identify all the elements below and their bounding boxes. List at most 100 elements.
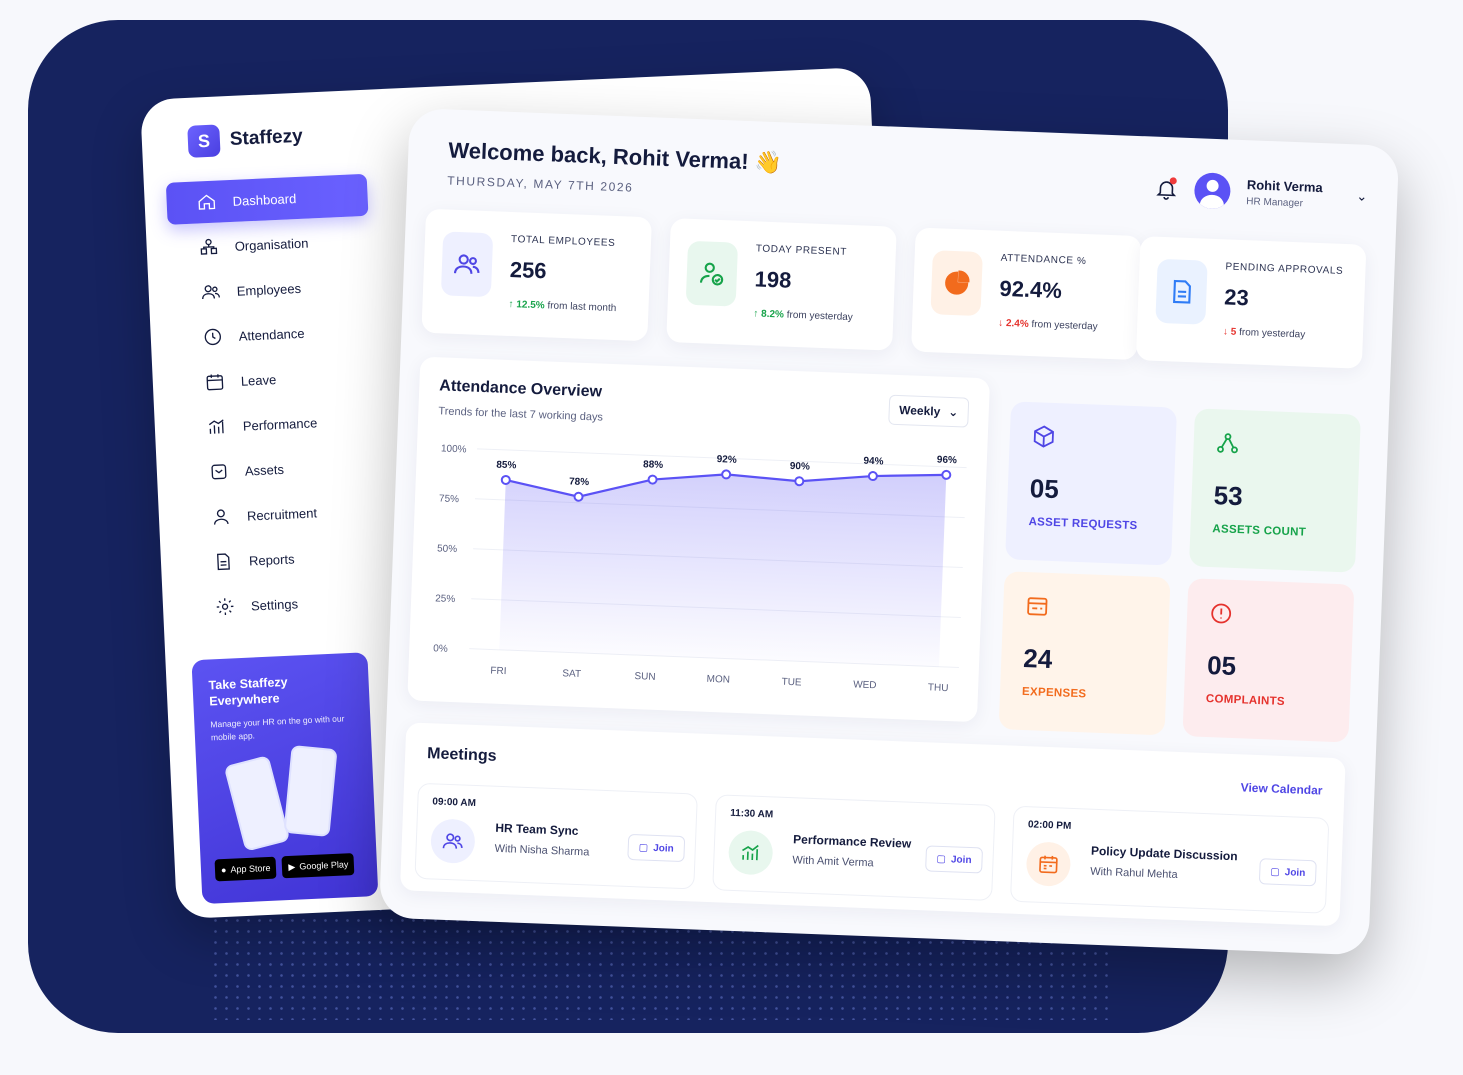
join-button[interactable]: ▢ Join [1258,858,1317,887]
video-icon: ▢ [936,853,947,865]
attendance-chart: 100% 75% 50% 25% 0% 85% FRI 78% SAT 88% SUN 92% MON 9… [433,443,967,694]
y-tick-label: 100% [441,443,467,455]
sidebar-item-attendance[interactable]: Attendance [172,309,375,360]
x-tick-label: SAT [562,668,581,680]
google-play-button[interactable]: ▶ Google Play [281,853,355,879]
alert-icon [1211,603,1232,624]
sidebar-item-leave[interactable]: Leave [174,354,377,405]
brand[interactable]: S Staffezy [187,118,365,158]
stat-label: PENDING APPROVALS [1225,261,1344,277]
clock-icon [204,328,221,346]
stat-label: ATTENDANCE % [1000,252,1087,268]
sidebar-item-settings[interactable]: Settings [184,578,387,629]
sidebar-item-label: Recruitment [246,504,318,524]
meetings-title: Meetings [426,745,497,765]
tile-assets-count[interactable]: 53 ASSETS COUNT [1188,408,1361,573]
sidebar-item-label: Leave [240,371,277,389]
stat-label: TODAY PRESENT [755,243,848,258]
chart-title: Attendance Overview [439,377,603,401]
users-icon [430,818,476,865]
promo-title: Take Staffezy Everywhere [208,674,288,709]
sidebar-item-label: Organisation [234,235,309,254]
sidebar-item-recruitment[interactable]: Recruitment [180,488,383,539]
app-store-button[interactable]: ● App Store [214,856,277,882]
data-label: 92% [717,454,738,466]
user-icon [214,509,229,525]
data-point [721,469,732,480]
meeting-with: With Amit Verma [792,854,874,870]
mobile-app-promo: Take Staffezy Everywhere Manage your HR … [191,652,379,904]
x-tick-label: WED [853,679,877,691]
join-button[interactable]: ▢ Join [925,845,984,874]
y-tick-label: 75% [439,493,460,505]
data-point [573,491,584,502]
users-icon [440,231,494,298]
sidebar-item-employees[interactable]: Employees [170,264,373,315]
chart-icon [208,419,224,434]
video-icon: ▢ [638,841,649,854]
sidebar-item-label: Assets [244,461,285,479]
period-select[interactable]: Weekly ⌄ [888,394,970,428]
stat-card-attendance[interactable]: ATTENDANCE % 92.4% ↓ 2.4% from yesterday [911,227,1142,361]
stat-card-today-present[interactable]: TODAY PRESENT 198 ↑ 8.2% from yesterday [666,218,897,351]
data-label: 88% [643,459,664,471]
tile-expenses[interactable]: 24 EXPENSES [998,571,1171,736]
data-point [500,474,511,485]
stat-delta: ↓ 2.4% from yesterday [997,317,1098,333]
sidebar-card: S Staffezy Dashboard Organisation Employ… [140,66,907,920]
meeting-item[interactable]: 02:00 PM Policy Update Discussion With R… [1009,805,1330,914]
stat-card-total-employees[interactable]: TOTAL EMPLOYEES 256 ↑ 12.5% from last mo… [421,208,652,342]
brand-name: Staffezy [229,125,304,150]
meeting-item[interactable]: 11:30 AM Performance Review With Amit Ve… [712,794,996,901]
stat-value: 198 [754,266,792,293]
chart-subtitle: Trends for the last 7 working days [438,405,604,424]
series-area [499,474,947,667]
stat-value: 92.4% [999,275,1063,304]
meeting-item[interactable]: 09:00 AM HR Team Sync With Nisha Sharma … [414,782,698,890]
meeting-with: With Rahul Mehta [1089,865,1178,882]
join-button[interactable]: ▢ Join [627,833,686,863]
x-tick-label: SUN [634,671,656,683]
stat-delta: ↑ 12.5% from last month [508,298,617,315]
tile-label: ASSETS COUNT [1212,523,1307,539]
data-point [941,469,952,480]
y-tick-label: 0% [433,643,448,655]
brand-logo: S [187,124,221,158]
avatar[interactable] [1193,172,1232,210]
tile-label: EXPENSES [1021,685,1087,701]
tile-asset-requests[interactable]: 05 ASSET REQUESTS [1005,401,1178,566]
promo-subtitle: Manage your HR on the go with our mobile… [210,712,345,743]
join-label: Join [653,842,674,855]
meeting-time: 09:00 AM [432,796,477,810]
data-label: 78% [569,476,590,488]
sidebar-item-dashboard[interactable]: Dashboard [165,173,369,225]
sidebar-item-label: Employees [236,280,302,299]
stat-value: 256 [509,256,548,284]
sidebar-item-assets[interactable]: Assets [178,444,381,495]
sidebar-item-reports[interactable]: Reports [182,533,385,584]
attendance-overview-card: Attendance Overview Trends for the last … [407,356,991,723]
stat-delta: ↓ 5 from yesterday [1222,326,1306,341]
x-tick-label: FRI [490,666,507,678]
main-dashboard-card: Welcome back, Rohit Verma! 👋 THURSDAY, M… [378,108,1400,956]
view-calendar-link[interactable]: View Calendar [1240,780,1323,798]
join-label: Join [1284,866,1306,879]
stat-card-pending-approvals[interactable]: PENDING APPROVALS 23 ↓ 5 from yesterday [1135,236,1367,369]
sidebar-item-performance[interactable]: Performance [176,399,379,450]
calendar-icon [1025,841,1072,887]
sidebar-item-label: Performance [242,414,318,434]
document-icon [1155,258,1208,325]
tile-label: COMPLAINTS [1205,692,1286,709]
user-info[interactable]: Rohit Verma HR Manager [1246,177,1323,210]
gear-icon [216,598,234,616]
chevron-down-icon[interactable]: ⌄ [1356,188,1368,204]
notification-bell-icon[interactable] [1154,177,1179,202]
meeting-name: Performance Review [792,832,912,851]
header: Welcome back, Rohit Verma! 👋 THURSDAY, M… [446,138,1368,243]
tile-complaints[interactable]: 05 COMPLAINTS [1182,578,1355,743]
phone-mockup [223,755,291,852]
sidebar-item-organisation[interactable]: Organisation [168,219,371,270]
sidebar-item-label: Dashboard [232,190,297,209]
meeting-with: With Nisha Sharma [494,842,590,859]
video-icon: ▢ [1270,866,1280,878]
